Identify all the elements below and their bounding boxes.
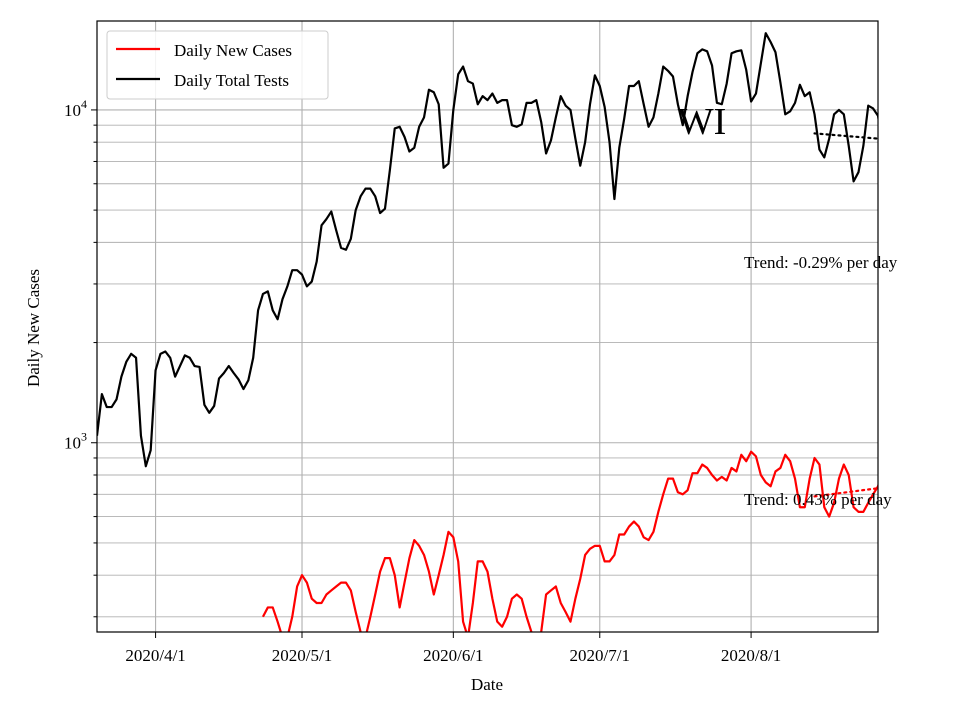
- grid-layer: [97, 21, 878, 632]
- series-line-daily-total-tests: [97, 32, 878, 468]
- x-tick-label: 2020/5/1: [272, 646, 332, 665]
- y-tick-label-base: 10: [64, 101, 81, 120]
- plot-frame: [96, 20, 879, 633]
- y-tick-label-exponent: 3: [81, 430, 87, 444]
- trend-label-cases: Trend: 0.43% per day: [744, 490, 892, 509]
- trend-label-tests: Trend: -0.29% per day: [744, 253, 898, 272]
- y-tick-label-base: 10: [64, 434, 81, 453]
- legend: Daily New Cases Daily Total Tests: [106, 30, 329, 100]
- y-tick-label-exponent: 4: [81, 97, 87, 111]
- y-axis-label: Daily New Cases: [24, 269, 43, 387]
- legend-label-tests: Daily Total Tests: [174, 71, 289, 90]
- x-axis-label: Date: [471, 675, 503, 694]
- x-tick-label: 2020/4/1: [125, 646, 185, 665]
- legend-label-cases: Daily New Cases: [174, 41, 292, 60]
- trend-layer: [813, 132, 878, 498]
- chart-title: WI: [678, 101, 727, 143]
- y-tick-label: 104: [64, 97, 87, 120]
- legend-box: [106, 30, 329, 100]
- series-line-daily-new-cases: [261, 450, 878, 632]
- trend-line-cases: [813, 487, 878, 498]
- x-tick-label: 2020/8/1: [721, 646, 781, 665]
- x-tick-label: 2020/6/1: [423, 646, 483, 665]
- y-tick-label: 103: [64, 430, 87, 453]
- data-layer: [97, 32, 878, 632]
- x-tick-label: 2020/7/1: [570, 646, 630, 665]
- trend-line-tests: [813, 132, 878, 140]
